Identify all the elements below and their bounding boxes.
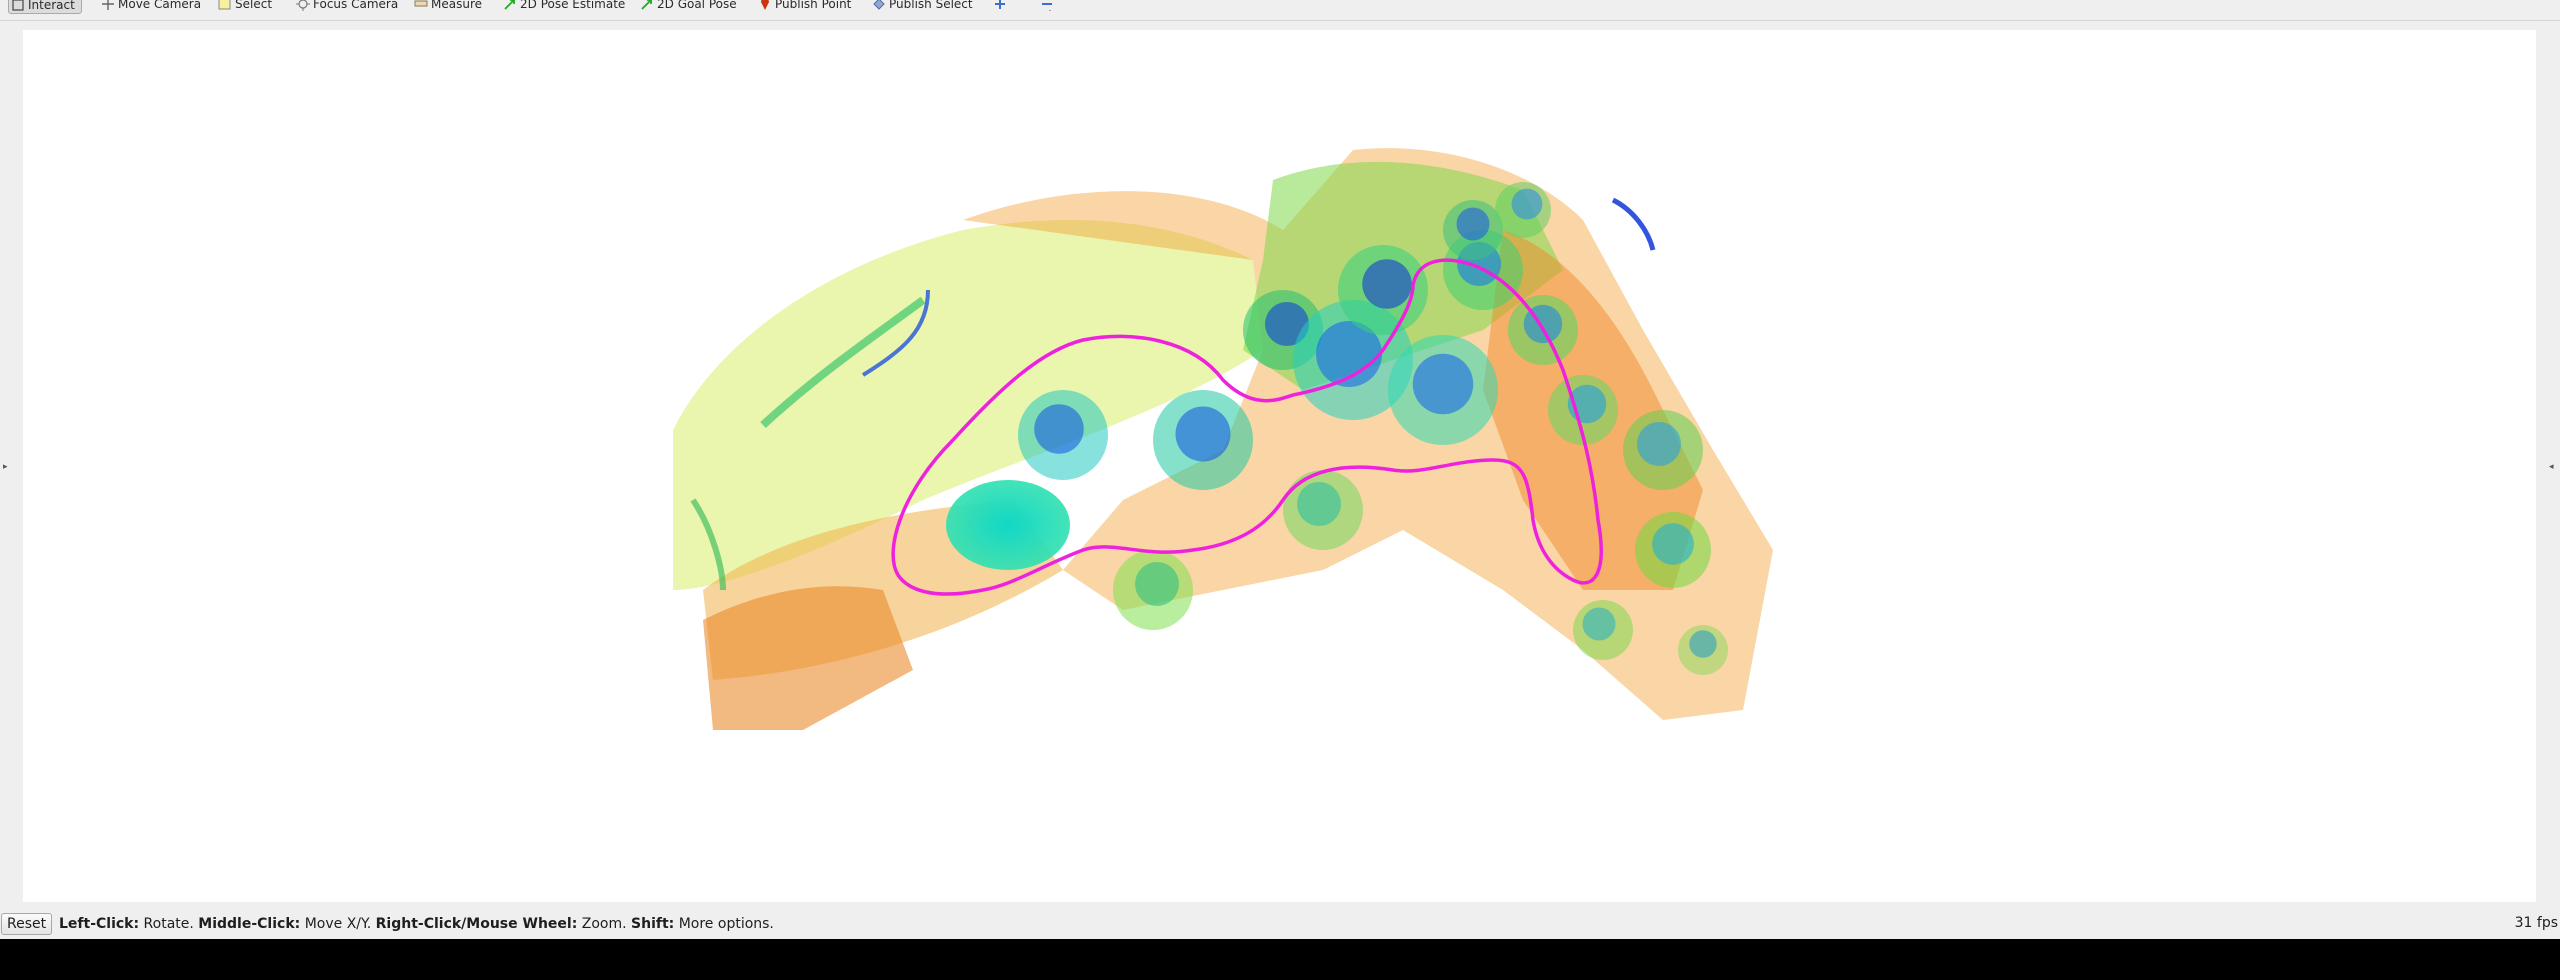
- tools-toolbar: Interact Move Camera Select Focus Camera…: [0, 0, 2560, 21]
- remove-tool-button[interactable]: [1040, 0, 1057, 12]
- publish-select-tool-button[interactable]: Publish Select: [872, 0, 973, 12]
- pose-estimate-tool-label: 2D Pose Estimate: [520, 0, 626, 11]
- interact-tool-button[interactable]: Interact: [8, 0, 82, 14]
- goal-pose-arrow-icon: [640, 0, 654, 11]
- publish-select-icon: [872, 0, 886, 11]
- vegetation-core: [1175, 406, 1231, 462]
- add-tool-button[interactable]: [993, 0, 1010, 12]
- map-pin-icon: [758, 0, 772, 11]
- interact-tool-label: Interact: [28, 0, 75, 12]
- reset-view-button[interactable]: Reset: [1, 913, 53, 935]
- rviz-window: Interact Move Camera Select Focus Camera…: [0, 0, 2560, 939]
- vegetation-core: [1034, 404, 1084, 454]
- 3d-render-viewport[interactable]: [23, 30, 2536, 902]
- goal-pose-tool-label: 2D Goal Pose: [657, 0, 737, 11]
- point-cloud-render: [673, 148, 1773, 730]
- goal-pose-tool-button[interactable]: 2D Goal Pose: [640, 0, 737, 12]
- vegetation-core: [1412, 353, 1474, 415]
- hint-right-click-key: Right-Click/Mouse Wheel:: [375, 916, 578, 932]
- plus-icon: [993, 0, 1007, 11]
- publish-point-tool-label: Publish Point: [775, 0, 852, 11]
- hint-middle-click-action: Move X/Y.: [300, 916, 376, 932]
- hint-left-click-key: Left-Click:: [59, 916, 140, 932]
- minus-icon: [1040, 0, 1054, 11]
- trajectory-path: [891, 258, 1603, 596]
- vegetation-core: [1582, 607, 1616, 641]
- vegetation-core: [1689, 630, 1717, 658]
- select-tool-label: Select: [235, 0, 273, 11]
- vegetation-core: [1265, 302, 1309, 346]
- vegetation-core: [1135, 562, 1179, 606]
- vegetation-core: [1456, 207, 1490, 241]
- hint-shift-key: Shift:: [631, 916, 675, 932]
- status-bar: Reset Left-Click: Rotate. Middle-Click: …: [0, 910, 2560, 939]
- focus-camera-icon: [296, 0, 310, 11]
- structure-edges: [690, 197, 1656, 591]
- move-camera-tool-button[interactable]: Move Camera: [101, 0, 201, 12]
- hint-middle-click-key: Middle-Click:: [198, 916, 301, 932]
- mouse-hint-text: Left-Click: Rotate. Middle-Click: Move X…: [59, 916, 774, 932]
- move-camera-tool-label: Move Camera: [118, 0, 202, 11]
- hint-right-click-action: Zoom.: [577, 916, 632, 932]
- vegetation-core: [1362, 259, 1412, 309]
- pose-estimate-tool-button[interactable]: 2D Pose Estimate: [503, 0, 625, 12]
- measure-tool-button[interactable]: Measure: [414, 0, 482, 12]
- right-panel-collapse-handle[interactable]: ◂: [2546, 30, 2560, 902]
- focus-camera-tool-button[interactable]: Focus Camera: [296, 0, 398, 12]
- left-panel-collapse-handle[interactable]: ▸: [0, 30, 14, 902]
- focus-camera-tool-label: Focus Camera: [313, 0, 399, 11]
- vegetation-core: [1637, 422, 1681, 466]
- chevron-left-icon: ◂: [2549, 462, 2554, 472]
- publish-select-tool-label: Publish Select: [889, 0, 973, 11]
- vegetation-core: [1511, 188, 1543, 220]
- pose-estimate-arrow-icon: [503, 0, 517, 11]
- chevron-right-icon: ▸: [3, 462, 8, 472]
- fps-counter: 31 fps: [2514, 915, 2558, 931]
- move-camera-icon: [101, 0, 115, 11]
- vegetation-core: [1297, 482, 1341, 526]
- interact-icon: [11, 0, 25, 12]
- measure-icon: [414, 0, 428, 11]
- open-area-patch: [946, 480, 1070, 570]
- hint-shift-action: More options.: [674, 916, 774, 932]
- vegetation-core: [1652, 523, 1694, 565]
- hint-left-click-action: Rotate.: [139, 916, 199, 932]
- vegetation-core: [1316, 321, 1382, 387]
- publish-point-tool-button[interactable]: Publish Point: [758, 0, 851, 12]
- measure-tool-label: Measure: [431, 0, 482, 11]
- select-icon: [218, 0, 232, 11]
- select-tool-button[interactable]: Select: [218, 0, 272, 12]
